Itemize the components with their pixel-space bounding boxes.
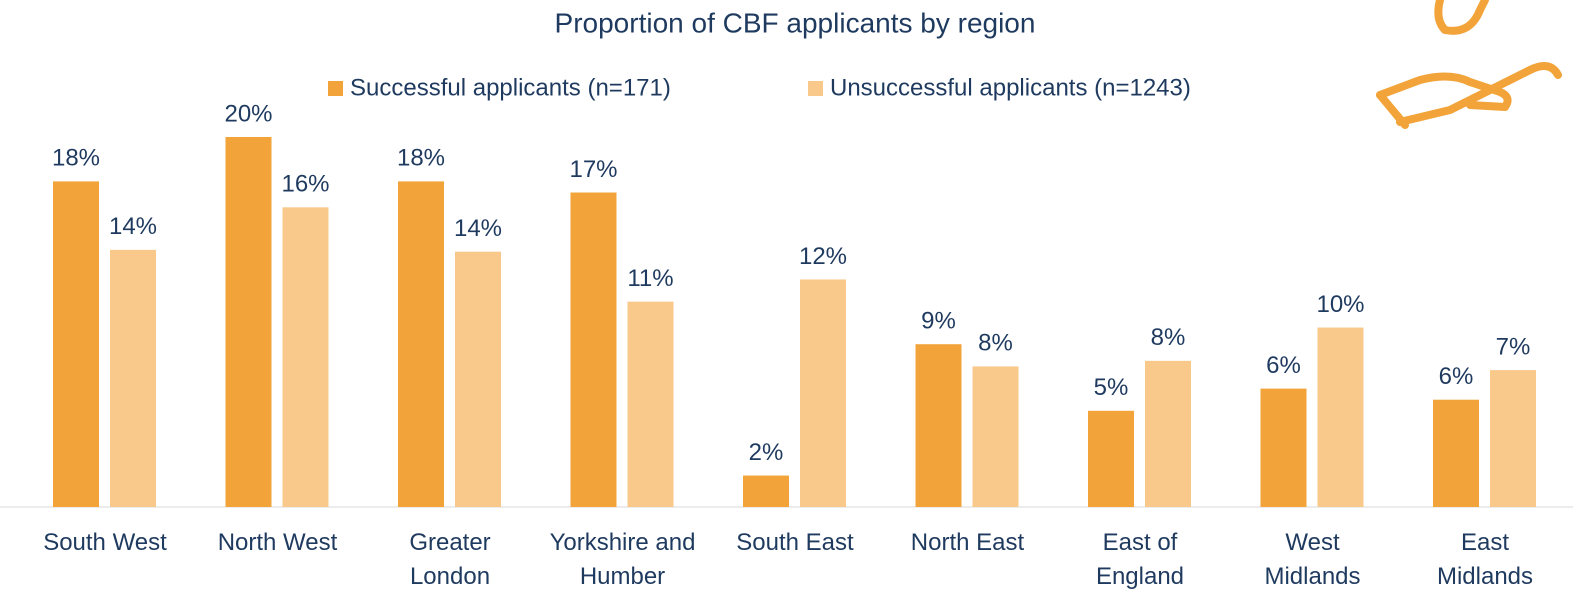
x-tick-label: East Midlands [1436,529,1534,590]
bar [743,475,789,507]
bar [110,249,156,507]
data-label: 14% [454,215,502,242]
data-label: 6% [1439,363,1474,390]
chart-title: Proportion of CBF applicants by region [555,7,1036,38]
data-label: 8% [978,330,1013,357]
data-label: 16% [281,171,329,198]
data-label: 14% [109,213,157,240]
data-label: 12% [799,243,847,270]
data-label: 7% [1496,333,1531,360]
bar [1260,388,1307,507]
bar [398,181,444,507]
x-tick-label: South West [43,529,167,556]
bar [800,279,846,507]
data-label: 6% [1266,352,1301,379]
hand-icon [1376,0,1562,129]
x-tick-label: South East [736,529,854,556]
bar [1317,327,1364,507]
bar [1145,360,1191,507]
data-label: 20% [224,100,272,127]
data-label: 2% [749,439,784,466]
legend-label: Successful applicants (n=171) [350,74,671,101]
legend-swatch [808,81,823,96]
data-label: 17% [569,156,617,183]
x-tick-label: Yorkshire and Humber [549,529,696,590]
data-label: 10% [1316,291,1364,318]
bar [455,251,501,507]
x-tick-label: East of England [1095,529,1185,590]
x-tick-label: West Midlands [1264,529,1361,590]
data-label: 9% [921,308,956,335]
data-label: 18% [397,145,445,172]
bar [225,137,272,507]
bar [915,344,962,507]
x-tick-label: North East [910,529,1025,556]
bar [627,301,674,507]
bar [53,181,99,507]
legend-swatch [328,81,343,96]
legend-label: Unsuccessful applicants (n=1243) [830,74,1191,101]
x-tick-label: Greater London [409,529,491,590]
x-tick-label: North West [217,529,338,556]
bar [972,366,1019,507]
bar [1433,399,1479,507]
data-label: 8% [1151,324,1186,351]
data-label: 18% [52,145,100,172]
bar [282,207,329,508]
data-label: 5% [1094,374,1129,401]
data-label: 11% [627,265,673,292]
bar [570,192,617,507]
bar [1088,410,1134,507]
bar [1490,370,1536,507]
